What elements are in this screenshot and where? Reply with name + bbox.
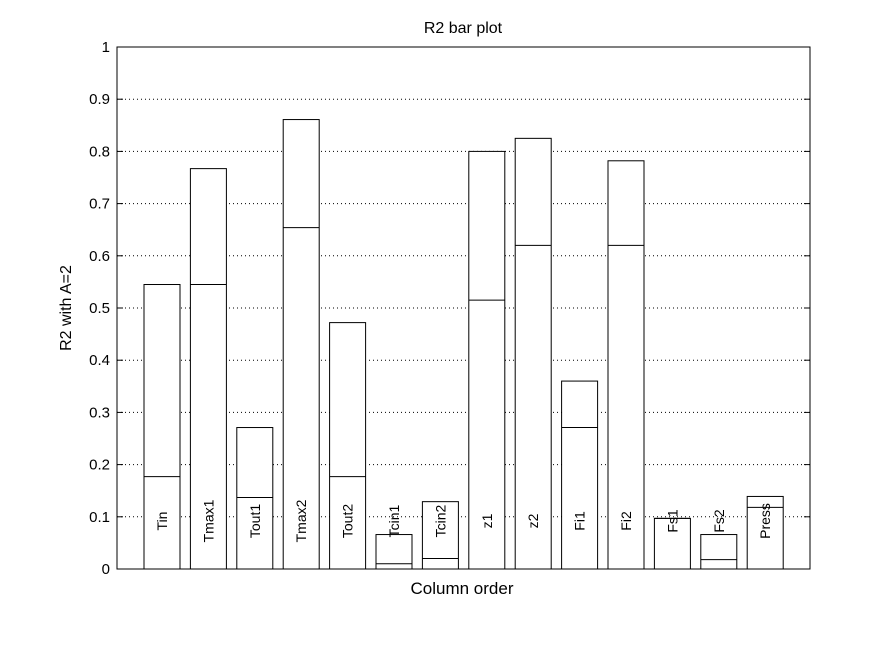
y-tick-label: 0.4 — [89, 352, 110, 369]
bar-label: Tin — [154, 512, 170, 531]
y-tick-label: 0.6 — [89, 248, 110, 265]
bar-label: Tout1 — [247, 504, 263, 538]
plot-background — [117, 47, 810, 569]
bars — [143, 119, 784, 570]
chart-title: R2 bar plot — [424, 20, 503, 37]
bar-label: Press — [757, 503, 773, 539]
y-axis-label: R2 with A=2 — [58, 265, 75, 351]
bar-label: Fs2 — [711, 509, 727, 533]
bar — [143, 284, 181, 570]
y-tick-label: 0.1 — [89, 509, 110, 526]
bar — [375, 534, 413, 570]
bar — [746, 495, 784, 570]
bar — [514, 137, 552, 570]
x-axis-label: Column order — [411, 579, 514, 598]
y-tick-label: 0.9 — [89, 91, 110, 108]
bar-label: Tmax2 — [293, 499, 309, 542]
bar — [282, 119, 320, 570]
y-tick-label: 0.2 — [89, 457, 110, 474]
y-tick-label: 0 — [102, 561, 110, 578]
bar-label: Tmax1 — [200, 499, 216, 542]
bar — [236, 427, 274, 570]
bar-labels: Tin Tmax1 Tout1 Tmax2 Tout2 Tcin1 Tcin2 z1 z2 Fi1… — [154, 499, 773, 542]
bar-label: z2 — [525, 513, 541, 528]
bar-label: Fi2 — [618, 511, 634, 531]
bar-label: Tcin2 — [432, 504, 448, 537]
y-tick-label: 0.7 — [89, 196, 110, 213]
bar-label: Tout2 — [340, 504, 356, 538]
y-tick-label: 1 — [102, 39, 110, 56]
bar — [329, 322, 367, 570]
y-tick-label: 0.8 — [89, 143, 110, 160]
bar — [421, 501, 459, 570]
bar — [607, 160, 645, 570]
bar — [561, 380, 599, 570]
bar — [653, 517, 691, 570]
bar-label: Fs1 — [664, 509, 680, 533]
y-tick-label: 0.3 — [89, 404, 110, 421]
bar — [700, 534, 738, 570]
bar-label: z1 — [479, 513, 495, 528]
bar-label: Fi1 — [572, 511, 588, 531]
bar — [468, 150, 506, 570]
y-tick-label: 0.5 — [89, 300, 110, 317]
bar-label: Tcin1 — [386, 504, 402, 537]
y-axis-ticks: 0 0.1 0.2 0.3 0.4 0.5 0.6 0.7 0.8 0.9 1 — [89, 39, 810, 578]
